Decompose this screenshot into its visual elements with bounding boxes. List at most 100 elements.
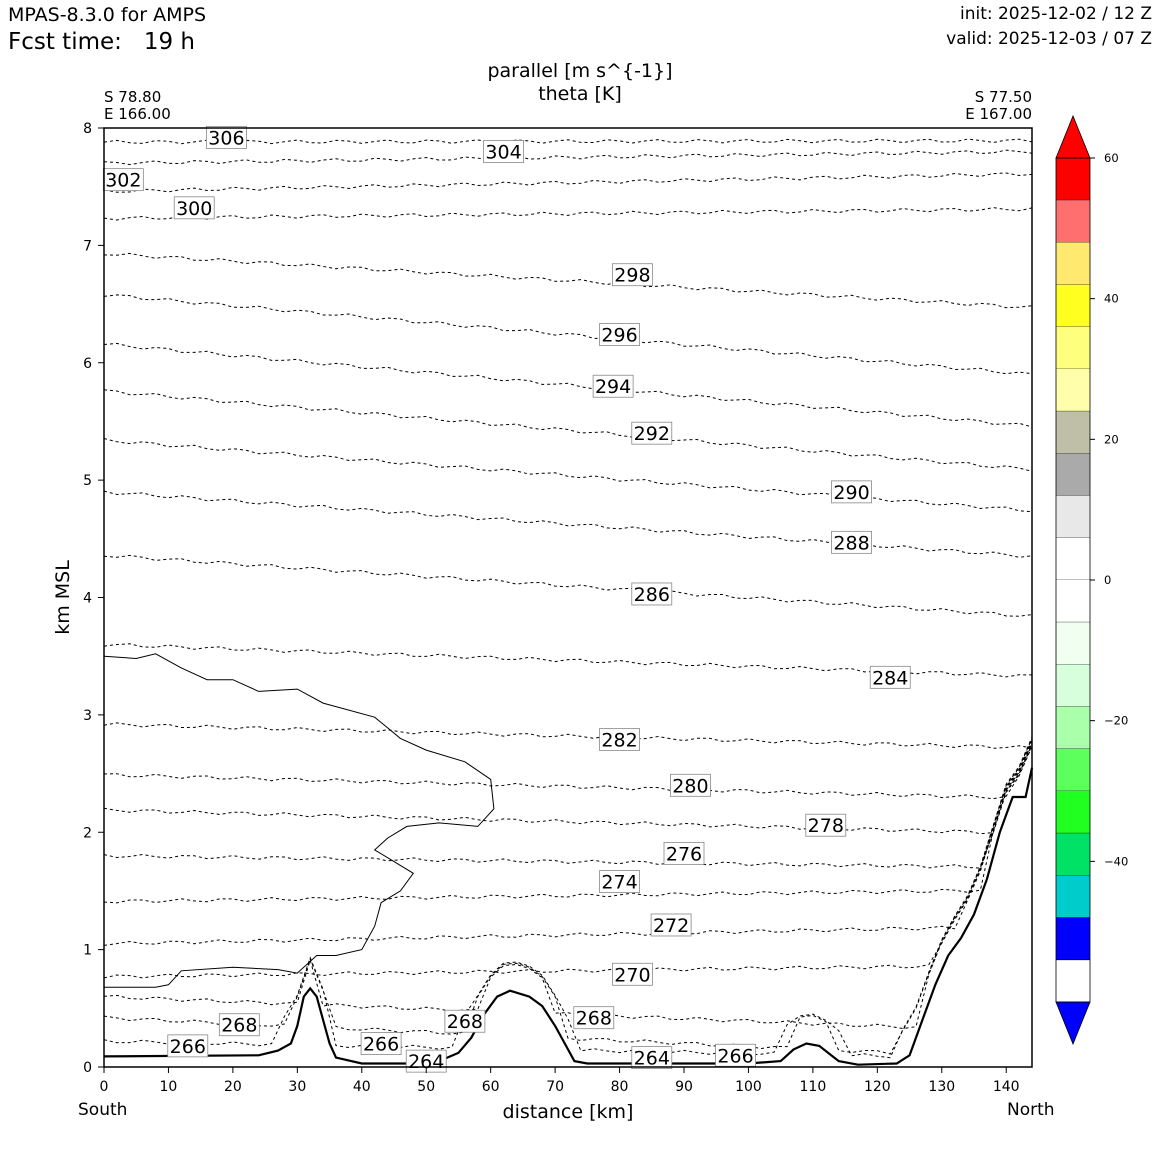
init-time: init: 2025-12-02 / 12 Z: [959, 4, 1152, 24]
valid-time: valid: 2025-12-03 / 07 Z: [946, 29, 1152, 49]
theta-label-box: [483, 140, 524, 163]
colorbar-tick-label: −40: [1104, 854, 1128, 868]
theta-label: 268: [218, 1013, 260, 1037]
theta-label-box: [670, 773, 711, 797]
theta-label-text: 278: [808, 815, 844, 837]
x-tick-label: 20: [224, 1079, 242, 1095]
x-tick: 20: [224, 1067, 242, 1095]
theta-label: 272: [650, 913, 692, 937]
y-tick-label: 5: [83, 473, 92, 489]
theta-contour: [103, 743, 1033, 869]
x-axis-label: distance [km]: [503, 1101, 634, 1123]
x-tick-label: 50: [417, 1079, 435, 1095]
theta-contour: [103, 490, 1033, 558]
colorbar-over-arrow: [1055, 114, 1091, 159]
theta-label-text: 266: [363, 1034, 399, 1056]
y-tick: 3: [83, 708, 104, 724]
theta-contour: [103, 742, 1033, 904]
x-tick-label: 80: [611, 1079, 629, 1095]
wind-zero-line: [103, 653, 495, 988]
x-tick: 100: [735, 1067, 762, 1095]
colorbar-segment: [1056, 622, 1090, 665]
theta-contour: [103, 554, 1033, 617]
theta-label-text: 298: [614, 265, 650, 287]
y-axis-ticks: 0 1 2 3 4 5 6 7 8: [83, 121, 104, 1076]
theta-contour-labels: 306 304 302 300 298 296 294 292 290 288 286 284 282 2…: [102, 125, 911, 1073]
colorbar-tick-label: 20: [1104, 432, 1119, 446]
theta-label-box: [650, 913, 692, 937]
theta-label-box: [599, 870, 640, 893]
theta-label-text: 276: [666, 843, 702, 865]
x-tick-label: 140: [993, 1079, 1020, 1095]
colorbar-tick: 40: [1090, 292, 1119, 306]
theta-contour: [103, 389, 1033, 472]
theta-label-text: 304: [485, 141, 521, 163]
theta-label-text: 268: [576, 1008, 612, 1030]
x-tick: 80: [611, 1067, 629, 1095]
theta-contour: [103, 722, 1033, 749]
x-tick-label: 40: [353, 1079, 371, 1095]
theta-label: 286: [631, 582, 673, 606]
x-tick-label: 0: [100, 1079, 109, 1095]
y-tick-label: 2: [83, 825, 92, 841]
theta-label-text: 302: [105, 170, 141, 192]
x-tick-label: 100: [735, 1079, 762, 1095]
theta-label: 296: [599, 323, 640, 347]
theta-label: 266: [715, 1043, 756, 1067]
colorbar-tick: 60: [1090, 151, 1119, 165]
theta-label-box: [631, 421, 673, 445]
x-tick: 0: [100, 1067, 109, 1095]
theta-label-box: [218, 1013, 260, 1037]
colorbar-segment: [1056, 875, 1090, 918]
theta-label-text: 268: [221, 1015, 257, 1037]
y-tick-label: 0: [83, 1060, 92, 1076]
x-tick: 130: [928, 1067, 955, 1095]
end-lat: S 77.50: [974, 88, 1032, 106]
theta-label-box: [612, 962, 653, 986]
plot-frame: [103, 127, 1033, 1068]
colorbar-segment: [1056, 748, 1090, 791]
x-tick: 60: [482, 1067, 500, 1095]
x-tick: 10: [160, 1067, 177, 1095]
x-tick: 140: [993, 1067, 1020, 1095]
colorbar-segment: [1056, 495, 1090, 538]
colorbar-segment: [1056, 580, 1090, 623]
start-lon: E 166.00: [104, 105, 171, 123]
colorbar-tick-label: 60: [1104, 151, 1119, 165]
chart-title-wind: parallel [m s^{-1}]: [487, 60, 673, 82]
theta-label-text: 266: [170, 1036, 206, 1058]
colorbar-segment: [1056, 158, 1090, 201]
theta-label: 300: [173, 196, 215, 220]
theta-label-box: [599, 728, 640, 751]
theta-label: 306: [206, 125, 247, 149]
y-tick: 5: [83, 473, 104, 489]
start-lat: S 78.80: [104, 88, 162, 106]
theta-contour: [103, 741, 1033, 946]
theta-label: 280: [670, 773, 711, 797]
y-tick-label: 6: [83, 356, 92, 372]
x-tick: 30: [288, 1067, 306, 1095]
theta-label-text: 286: [634, 584, 670, 606]
theta-contour: [103, 294, 1033, 375]
theta-label-text: 306: [208, 127, 244, 149]
theta-label-box: [631, 1046, 673, 1070]
y-tick: 8: [83, 121, 104, 137]
colorbar-tick-label: 0: [1104, 573, 1111, 587]
theta-label-box: [206, 125, 247, 149]
x-tick-label: 120: [864, 1079, 891, 1095]
theta-label: 264: [631, 1046, 673, 1070]
theta-contour: [103, 172, 1033, 193]
theta-label-box: [599, 323, 640, 346]
y-tick-label: 1: [83, 943, 92, 959]
colorbar-segment: [1056, 200, 1090, 243]
y-axis-label: km MSL: [52, 560, 74, 635]
x-tick: 110: [800, 1067, 826, 1095]
theta-label-text: 266: [717, 1045, 753, 1067]
end-point-coords: S 77.50 E 167.00: [965, 89, 1032, 123]
theta-label: 302: [102, 168, 144, 192]
theta-label-box: [869, 665, 911, 689]
theta-label-text: 282: [601, 730, 637, 752]
theta-label-text: 288: [833, 532, 869, 554]
x-tick: 70: [546, 1067, 564, 1095]
colorbar-segment: [1056, 917, 1090, 960]
